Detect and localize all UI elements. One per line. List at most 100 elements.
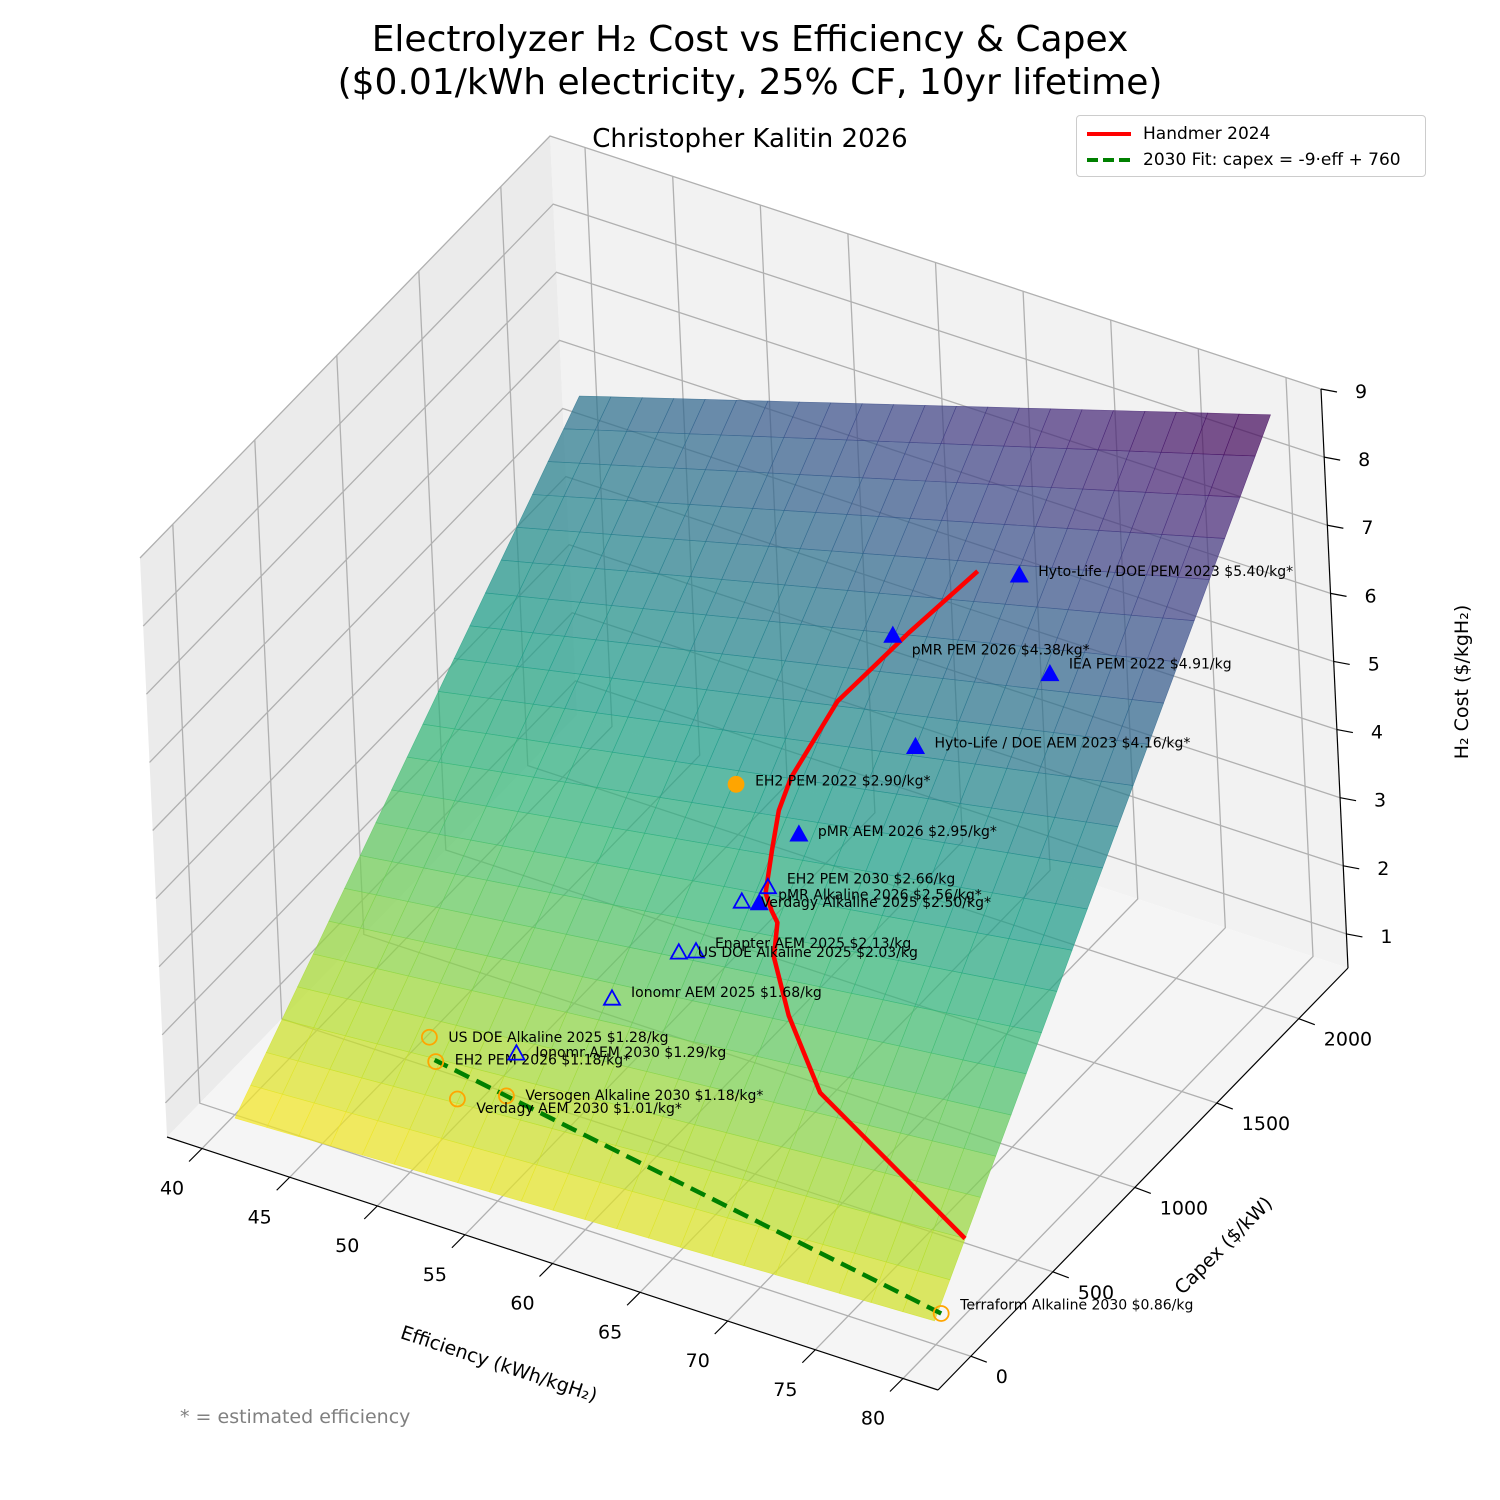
data-point-label: Ionomr AEM 2030 $1.29/kg	[535, 1045, 726, 1061]
x-tick	[801, 1349, 816, 1364]
z-tick-label: 3	[1374, 790, 1386, 812]
data-point-triangle	[686, 941, 706, 959]
x-tick-label: 60	[510, 1293, 534, 1315]
data-point-label: pMR PEM 2026 $4.38/kg*	[912, 642, 1090, 658]
y-tick-label: 500	[1078, 1282, 1114, 1304]
y-tick	[970, 1355, 988, 1363]
z-tick-label: 9	[1355, 381, 1367, 403]
footnote: * = estimated efficiency	[180, 1406, 411, 1428]
z-tick-label: 7	[1361, 517, 1373, 539]
x-tick	[363, 1205, 378, 1220]
data-point-triangle	[883, 625, 903, 643]
z-tick	[1339, 797, 1357, 802]
x-gridline	[902, 377, 1314, 1379]
y-tick-label: 1500	[1242, 1113, 1290, 1135]
y-axis-line	[937, 967, 1349, 1391]
data-point-label: EH2 PEM 2026 $1.18/kg*	[455, 1053, 630, 1069]
z-tick	[1333, 660, 1350, 666]
z-tick-label: 4	[1371, 722, 1383, 744]
legend: Handmer 2024 2030 Fit: capex = -9·eff + …	[1076, 115, 1426, 177]
z-tick	[1327, 524, 1344, 529]
x-tick	[626, 1291, 641, 1306]
y-tick	[1134, 1186, 1152, 1195]
data-point-label: EH2 PEM 2022 $2.90/kg*	[755, 773, 930, 789]
data-point-label: Enapter AEM 2025 $2.13/kg	[715, 936, 911, 952]
data-point-label: EH2 PEM 2030 $2.66/kg	[787, 872, 955, 888]
data-point-circle	[498, 1087, 515, 1105]
legend-item-2030-fit: 2030 Fit: capex = -9·eff + 760	[1083, 148, 1423, 172]
data-point-triangle	[602, 988, 622, 1006]
data-point-label: Ionomr AEM 2025 $1.68/kg	[631, 985, 822, 1001]
legend-item-handmer: Handmer 2024	[1083, 122, 1423, 146]
z-axis-label: H₂ Cost ($/kgH₂)	[1451, 605, 1473, 760]
data-point-circle	[420, 1028, 438, 1046]
surface-patch	[1223, 413, 1271, 457]
data-point-triangle	[506, 1043, 526, 1061]
x-tick	[276, 1176, 291, 1191]
z-tick	[1324, 456, 1341, 461]
left-pane	[140, 136, 577, 1137]
z-tick-label: 5	[1368, 653, 1380, 675]
z-tick-label: 6	[1365, 585, 1377, 607]
z-tick	[1320, 388, 1338, 393]
y-tick-label: 2000	[1324, 1029, 1372, 1051]
data-point-label: US DOE Alkaline 2025 $1.28/kg	[448, 1030, 668, 1046]
x-tick-label: 55	[423, 1264, 447, 1286]
data-point-triangle	[905, 736, 926, 754]
z-gridline	[142, 203, 1325, 627]
data-point-circle	[932, 1305, 950, 1322]
chart-subtitle: Christopher Kalitin 2026	[592, 124, 908, 154]
data-point-label: Verdagy AEM 2030 $1.01/kg*	[476, 1101, 682, 1117]
data-point-triangle	[789, 824, 809, 842]
x-tick-label: 80	[861, 1408, 885, 1430]
x-tick-label: 65	[598, 1321, 622, 1343]
data-point-triangle	[758, 876, 778, 895]
x-tick-label: 70	[686, 1350, 710, 1372]
data-point-label: Hyto-Life / DOE AEM 2023 $4.16/kg*	[934, 736, 1190, 752]
data-point-label: pMR Alkaline 2026 $2.56/kg*	[778, 888, 982, 904]
legend-swatch-dashed-line	[1087, 158, 1131, 162]
x-tick	[714, 1320, 729, 1335]
legend-swatch-solid-line	[1087, 132, 1131, 136]
legend-label: 2030 Fit: capex = -9·eff + 760	[1143, 150, 1401, 170]
y-tick	[1052, 1271, 1070, 1279]
data-point-label: Terraform Alkaline 2030 $0.86/kg	[959, 1297, 1193, 1313]
x-tick-label: 45	[248, 1206, 272, 1228]
x-tick	[539, 1263, 553, 1277]
z-tick	[1330, 592, 1347, 597]
data-point-circle	[448, 1090, 466, 1108]
y-gridline	[172, 524, 972, 1357]
data-point-circle	[727, 775, 745, 793]
x-tick	[188, 1148, 203, 1162]
data-point-triangle	[1040, 663, 1060, 682]
z-gridline	[139, 135, 1322, 559]
x-tick	[889, 1378, 904, 1392]
chart-title-line1: Electrolyzer H₂ Cost vs Efficiency & Cap…	[371, 19, 1129, 60]
z-tick-label: 2	[1377, 858, 1389, 880]
data-point-label: Hyto-Life / DOE PEM 2023 $5.40/kg*	[1038, 564, 1293, 580]
data-point-circle	[427, 1053, 445, 1070]
data-point-label: IEA PEM 2022 $4.91/kg	[1069, 657, 1232, 673]
x-tick-label: 50	[335, 1235, 359, 1257]
z-tick-label: 8	[1358, 449, 1370, 471]
y-tick	[1298, 1018, 1316, 1026]
y-tick-label: 1000	[1160, 1197, 1208, 1219]
z-axis-line	[1320, 388, 1349, 969]
data-point-label: pMR AEM 2026 $2.95/kg*	[818, 824, 997, 840]
x-tick	[451, 1234, 466, 1249]
cost-surface	[234, 395, 1271, 1322]
z-tick	[1336, 728, 1353, 734]
z-tick	[1346, 933, 1363, 938]
chart-title-line2: ($0.01/kWh electricity, 25% CF, 10yr lif…	[337, 62, 1163, 103]
z-tick	[1343, 865, 1360, 870]
data-point-label: US DOE Alkaline 2025 $2.03/kg	[698, 945, 918, 961]
data-point-label: Verdagy Alkaline 2025 $2.50/kg*	[761, 895, 991, 911]
data-points: Hyto-Life / DOE PEM 2023 $5.40/kg* IEA PE…	[420, 564, 1293, 1322]
legend-label: Handmer 2024	[1143, 124, 1271, 144]
x-tick-label: 75	[773, 1379, 797, 1401]
z-tick-label: 1	[1380, 926, 1392, 948]
data-point-triangle	[749, 893, 769, 911]
data-point-label: Versogen Alkaline 2030 $1.18/kg*	[525, 1088, 763, 1104]
x-axis-label: Efficiency (kWh/kgH₂)	[398, 1322, 600, 1407]
